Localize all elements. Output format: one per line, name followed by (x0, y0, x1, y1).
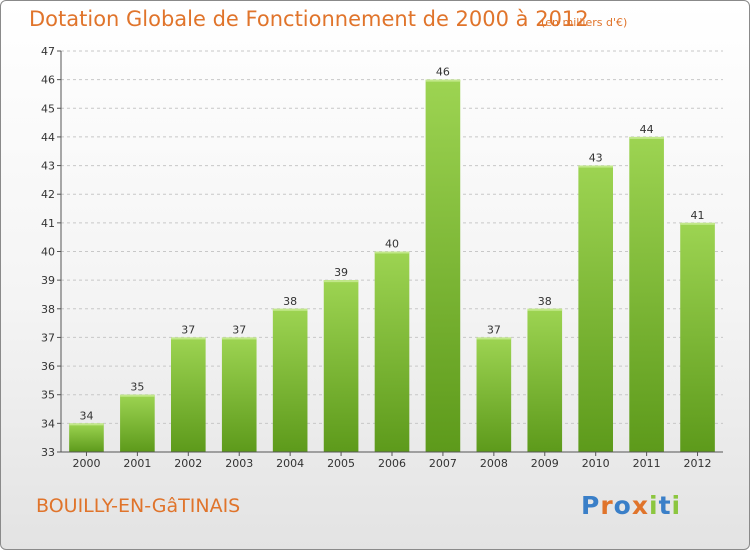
bar-2005 (323, 280, 359, 452)
commune-name: BOUILLY-EN-GâTINAIS (36, 495, 241, 517)
value-label: 38 (283, 295, 297, 308)
axes: 33 34 35 36 37 38 39 40 41 42 43 44 45 46 47 2000 2001 20… (41, 45, 723, 470)
x-tick-label: 2006 (378, 457, 406, 470)
y-tick-label: 42 (41, 188, 55, 201)
bar-top-highlight (374, 251, 410, 254)
x-tick-label: 2007 (429, 457, 457, 470)
bar-top-highlight (578, 165, 614, 168)
x-tick-label: 2008 (480, 457, 508, 470)
bar-top-highlight (69, 423, 104, 426)
value-label: 46 (436, 66, 450, 79)
bar-top-highlight (272, 308, 308, 311)
bar-2011 (629, 136, 664, 452)
y-tick-label: 41 (41, 217, 55, 230)
bar-top-highlight (120, 394, 155, 397)
chart-title: Dotation Globale de Fonctionnement de 20… (29, 7, 589, 31)
bar-2004 (272, 308, 308, 452)
y-tick-label: 36 (41, 360, 55, 373)
x-tick-label: 2010 (582, 457, 610, 470)
x-tick-label: 2001 (123, 457, 151, 470)
y-tick-label: 38 (41, 303, 55, 316)
logo-letter: o (613, 491, 632, 520)
y-tick-label: 35 (41, 389, 55, 402)
bar-top-highlight (680, 222, 715, 225)
x-tick-label: 2011 (633, 457, 661, 470)
y-tick-label: 40 (41, 246, 55, 259)
bar-2008 (476, 337, 512, 452)
x-tick-label: 2005 (327, 457, 355, 470)
bar-2000 (69, 423, 104, 452)
bar-2001 (120, 394, 155, 452)
value-label: 40 (385, 238, 399, 251)
bar-top-highlight (170, 337, 206, 340)
value-label: 38 (538, 295, 552, 308)
value-label: 43 (589, 152, 603, 165)
y-tick-label: 37 (41, 331, 55, 344)
bar-2003 (221, 337, 257, 452)
x-tick-label: 2004 (276, 457, 304, 470)
bar-top-highlight (425, 79, 461, 82)
y-tick-label: 39 (41, 274, 55, 287)
value-label: 44 (640, 123, 654, 136)
value-label: 41 (691, 209, 705, 222)
logo-letter: x (631, 491, 649, 520)
bar-2002 (170, 337, 206, 452)
bar-top-highlight (527, 308, 563, 311)
x-tick-label: 2003 (225, 457, 253, 470)
y-tick-label: 43 (41, 160, 55, 173)
y-tick-label: 34 (41, 417, 55, 430)
logo-letter: r (600, 491, 614, 520)
value-label: 35 (130, 381, 144, 394)
x-tick-label: 2012 (684, 457, 712, 470)
logo-letter: P (581, 491, 601, 520)
y-tick-label: 33 (41, 446, 55, 459)
value-label: 37 (181, 323, 195, 336)
value-label: 34 (79, 409, 93, 422)
bar-2010 (578, 165, 614, 453)
proxiti-logo: Proxiti (581, 491, 681, 520)
bar-2009 (527, 308, 563, 452)
bar-2007 (425, 79, 461, 453)
y-tick-label: 46 (41, 74, 55, 87)
y-tick-label: 47 (41, 45, 55, 58)
bar-top-highlight (476, 337, 512, 340)
bar-2012 (680, 222, 715, 452)
logo-letter: i (671, 491, 682, 520)
bar-top-highlight (629, 136, 664, 139)
bars: 34 35 37 37 38 39 40 46 37 38 43 44 41 (69, 66, 715, 453)
bar-2006 (374, 251, 410, 452)
value-label: 37 (487, 323, 501, 336)
bar-top-highlight (323, 280, 359, 283)
chart-subtitle: (en milliers d'€) (541, 16, 628, 29)
logo-letter: i (649, 491, 659, 520)
y-tick-label: 45 (41, 102, 55, 115)
logo-letter: t (658, 491, 672, 520)
y-tick-label: 44 (41, 131, 55, 144)
x-tick-label: 2002 (174, 457, 202, 470)
x-tick-label: 2009 (531, 457, 559, 470)
bar-top-highlight (221, 337, 257, 340)
x-tick-label: 2000 (72, 457, 100, 470)
value-label: 39 (334, 266, 348, 279)
value-label: 37 (232, 323, 246, 336)
